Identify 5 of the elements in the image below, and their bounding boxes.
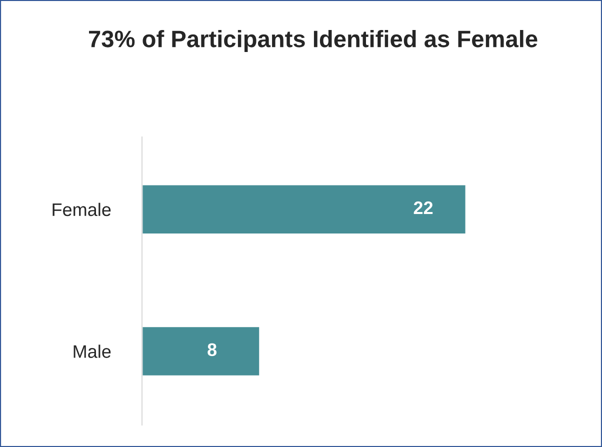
- y-tick-label: Male: [74, 344, 111, 358]
- data-label: 22: [414, 201, 433, 214]
- data-label: 8: [208, 343, 217, 356]
- y-tick-label: Female: [52, 202, 111, 216]
- chart-title: 73% of Participants Identified as Female: [89, 30, 538, 52]
